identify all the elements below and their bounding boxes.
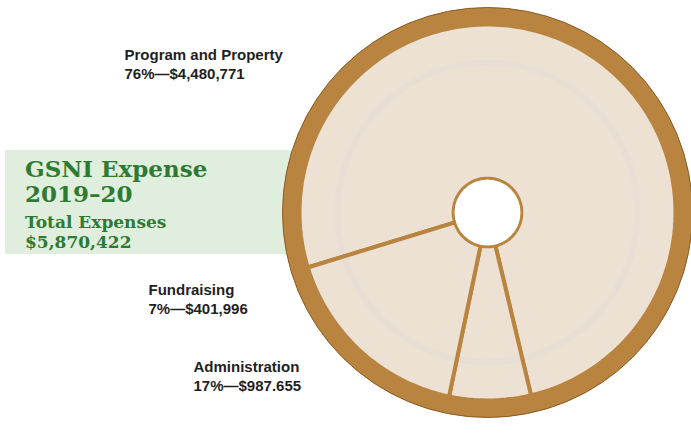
svg-text:Administration17%—$987.655: Administration17%—$987.655 [194,358,302,394]
html-text:$5,870,422: $5,870,422 [25,232,132,252]
svg-text:Fundraising7%—$401,996: Fundraising7%—$401,996 [149,281,248,317]
svg-text:Program and Property76%—$4,480: Program and Property76%—$4,480,771 [125,46,284,82]
html-text:Total Expenses: Total Expenses [25,212,167,232]
html-text:GSNI Expense 2019–20: GSNI Expense 2019–20 [25,155,208,207]
